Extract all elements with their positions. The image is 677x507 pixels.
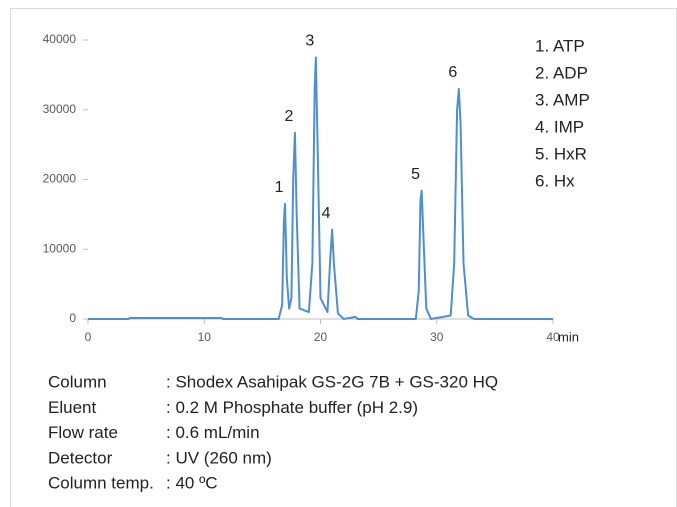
condition-value: : Shodex Asahipak GS-2G 7B + GS-320 HQ	[166, 372, 498, 391]
legend-entry: 5. HxR	[535, 144, 587, 163]
y-tick-label: 40000	[43, 32, 77, 46]
condition-name: Flow rate	[48, 423, 118, 442]
y-tick-label: 0	[69, 311, 76, 325]
legend-entry: 4. IMP	[535, 117, 584, 136]
y-tick-label: 30000	[43, 102, 77, 116]
peak-label: 1	[275, 179, 284, 196]
legend-entry: 6. Hx	[535, 171, 575, 190]
peak-label: 4	[322, 205, 331, 222]
condition-value: : 40 ºC	[166, 474, 218, 493]
signal-line	[88, 56, 553, 320]
y-tick-label: 20000	[43, 172, 77, 186]
x-tick-label: 10	[198, 330, 212, 344]
condition-value: : 0.6 mL/min	[166, 423, 260, 442]
x-axis-label: min	[558, 329, 579, 344]
legend-entry: 3. AMP	[535, 90, 590, 109]
y-tick-label: 10000	[43, 241, 77, 255]
peak-label: 5	[411, 166, 420, 183]
x-tick-label: 20	[314, 330, 328, 344]
x-tick-label: 30	[430, 330, 444, 344]
peak-label: 6	[448, 64, 457, 81]
condition-name: Eluent	[48, 398, 96, 417]
condition-name: Column temp.	[48, 474, 154, 493]
condition-name: Column	[48, 372, 107, 391]
legend-entry: 1. ATP	[535, 36, 585, 55]
condition-name: Detector	[48, 448, 113, 467]
peak-label: 3	[305, 33, 314, 50]
x-tick-label: 0	[85, 330, 92, 344]
peak-label: 2	[284, 108, 293, 125]
legend-entry: 2. ADP	[535, 63, 588, 82]
condition-value: : 0.2 M Phosphate buffer (pH 2.9)	[166, 398, 418, 417]
condition-value: : UV (260 nm)	[166, 448, 272, 467]
x-tick-label: 40	[546, 330, 560, 344]
